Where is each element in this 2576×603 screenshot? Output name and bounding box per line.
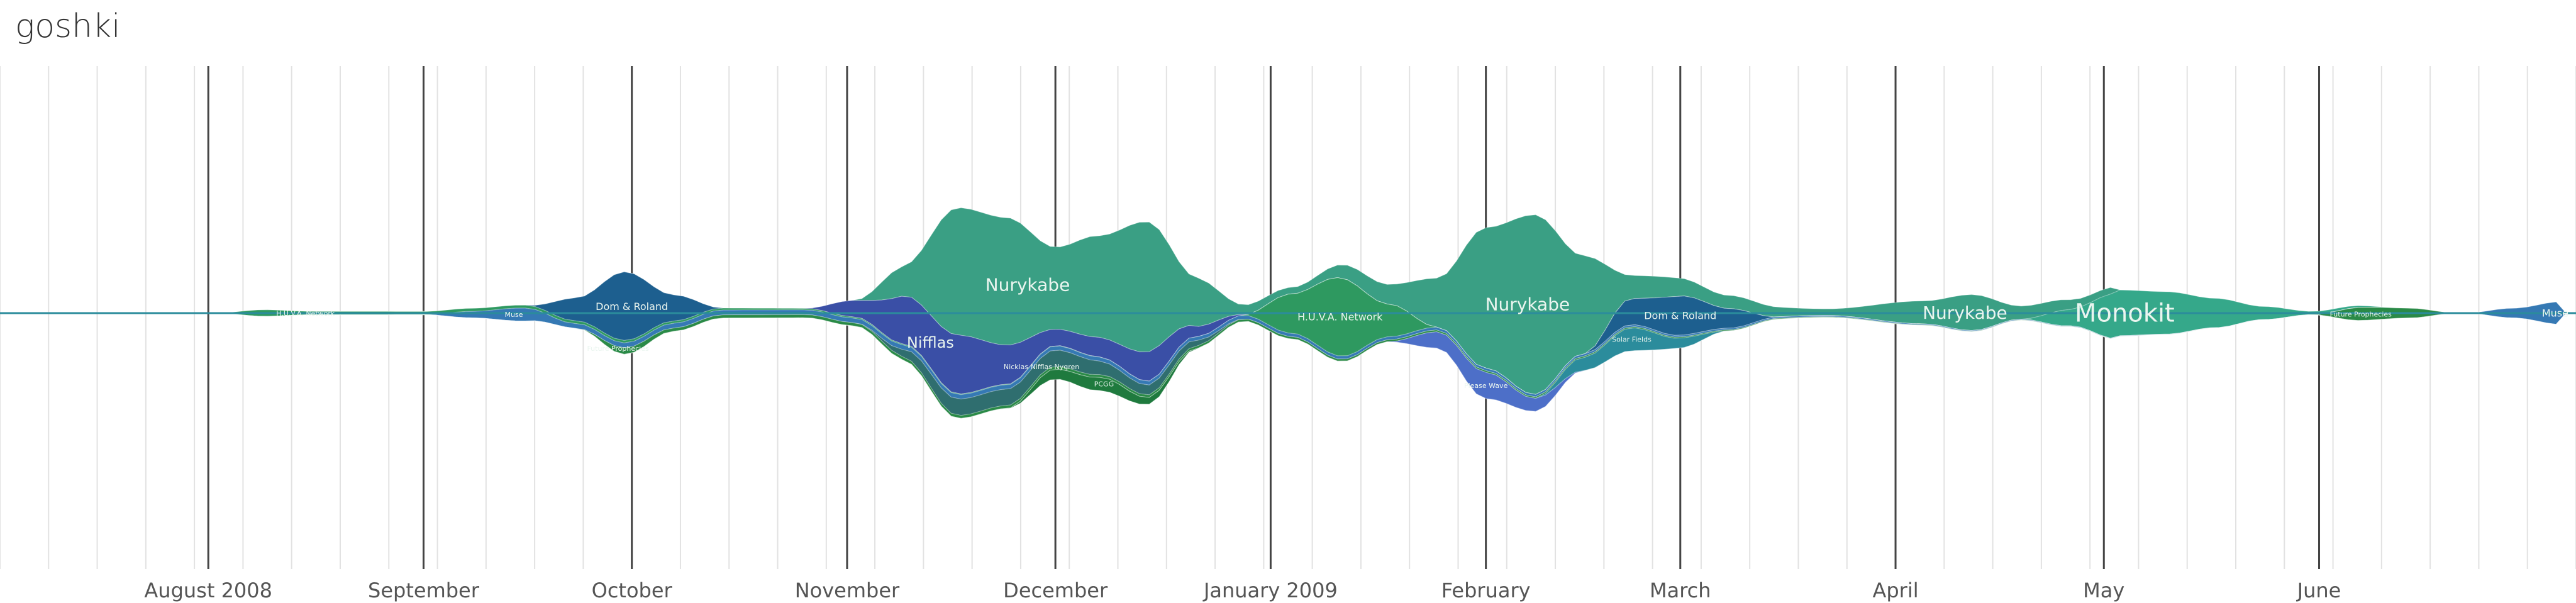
layer-label-nurykabe: Nurykabe <box>1923 302 2007 323</box>
x-tick-label: February <box>1441 578 1531 602</box>
layer-label-nicklas-nifflas-nygren: Nicklas Nifflas Nygren <box>1004 363 1079 371</box>
x-tick-label: November <box>795 578 900 602</box>
x-tick-label: March <box>1650 578 1711 602</box>
layer-label-dom-roland: Dom & Roland <box>596 301 668 313</box>
x-axis: August 2008 September October November Decem… <box>144 578 2341 602</box>
layer-label-solar-fields: Solar Fields <box>1612 335 1652 343</box>
page-title: goshki <box>15 8 121 45</box>
stream-layer-please-wave <box>0 313 2576 419</box>
stream-layers <box>0 207 2576 419</box>
stream-layer-muse <box>0 301 2576 400</box>
x-tick-label: April <box>1872 578 1918 602</box>
x-tick-label: June <box>2296 578 2341 602</box>
layer-label-muse: Muse <box>2542 307 2568 319</box>
layer-label-future-prophecies: Future Prophecies <box>2330 310 2392 318</box>
layer-label-nurykabe: Nurykabe <box>1485 294 1570 314</box>
layer-label-dom-roland: Dom & Roland <box>1644 309 1716 321</box>
x-tick-label: September <box>368 578 480 602</box>
x-tick-label: October <box>592 578 673 602</box>
stream-layer-future-prophecies <box>0 307 2576 419</box>
stream-layer-solar-fields <box>0 313 2576 419</box>
stream-labels: Nurykabe Nurykabe Nurykabe Monokit Nifflas Do… <box>276 275 2568 390</box>
layer-label-nurykabe: Nurykabe <box>985 275 1070 296</box>
stream-layer-h-u-v-a-network <box>0 277 2576 396</box>
layer-label-pcgg: PCGG <box>1094 380 1114 388</box>
layer-label-please-wave: Please Wave <box>1464 382 1508 390</box>
stream-layer-nicklas-nifflas-nygren <box>0 307 2576 416</box>
x-tick-label: January 2009 <box>1202 578 1338 602</box>
x-tick-label: December <box>1003 578 1108 602</box>
x-tick-label: May <box>2083 578 2124 602</box>
layer-label-muse: Muse <box>505 311 523 319</box>
layer-label-h-u-v-a-network: H.U.V.A. Network <box>276 309 335 318</box>
layer-label-nifflas: Nifflas <box>907 334 954 351</box>
layer-label-monokit: Monokit <box>2075 299 2175 328</box>
layer-label-future-prophecies: Future Prophecies <box>587 345 649 353</box>
x-tick-label: August 2008 <box>144 578 272 602</box>
stream-layer-pcgg <box>0 313 2576 419</box>
layer-label-h-u-v-a-network: H.U.V.A. Network <box>1297 311 1383 323</box>
